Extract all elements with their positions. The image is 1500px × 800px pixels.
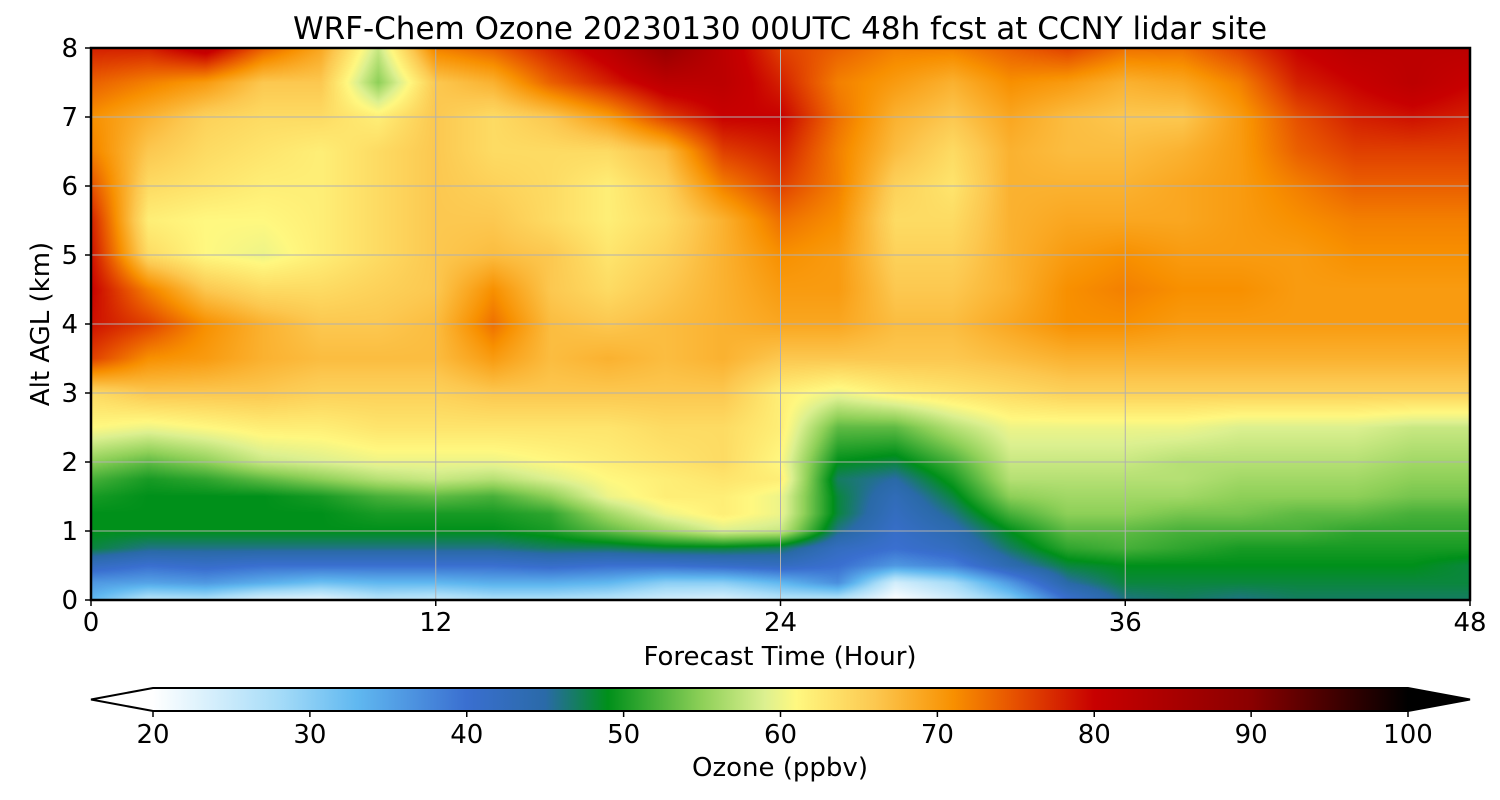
x-tick-label: 48 — [1453, 608, 1486, 638]
x-tick-label: 36 — [1109, 608, 1142, 638]
colorbar-tick-label: 50 — [607, 720, 640, 750]
colorbar-tick-label: 60 — [764, 720, 797, 750]
colorbar-tick-label: 90 — [1235, 720, 1268, 750]
y-tick-label: 1 — [61, 517, 78, 547]
colorbar-tick-label: 100 — [1383, 720, 1433, 750]
y-tick-label: 6 — [61, 172, 78, 202]
colorbar-label: Ozone (ppbv) — [692, 753, 868, 783]
colorbar-extend-high — [1408, 688, 1470, 711]
y-tick-label: 2 — [61, 448, 78, 478]
y-axis-label: Alt AGL (km) — [26, 242, 56, 406]
chart-title: WRF-Chem Ozone 20230130 00UTC 48h fcst a… — [293, 11, 1267, 47]
y-axis-ticks: 0 1 2 3 4 5 6 7 8 — [61, 34, 91, 616]
x-axis-label: Forecast Time (Hour) — [643, 642, 916, 672]
x-tick-label: 24 — [764, 608, 797, 638]
colorbar-tick-label: 40 — [450, 720, 483, 750]
y-tick-label: 7 — [61, 103, 78, 133]
colorbar-body — [153, 688, 1408, 711]
colorbar-ticks: 20 30 40 50 60 70 80 90 100 — [136, 711, 1433, 750]
colorbar-tick-label: 20 — [136, 720, 169, 750]
x-axis-ticks: 0 12 24 36 48 — [83, 600, 1487, 638]
colorbar-tick-label: 30 — [293, 720, 326, 750]
colorbar-extend-low — [91, 688, 153, 711]
plot-area — [89, 46, 1472, 602]
y-tick-label: 5 — [61, 241, 78, 271]
y-tick-label: 3 — [61, 379, 78, 409]
colorbar-tick-label: 70 — [921, 720, 954, 750]
y-tick-label: 0 — [61, 586, 78, 616]
y-tick-label: 4 — [61, 310, 78, 340]
x-tick-label: 12 — [419, 608, 452, 638]
y-tick-label: 8 — [61, 34, 78, 64]
colorbar-tick-label: 80 — [1078, 720, 1111, 750]
x-tick-label: 0 — [83, 608, 100, 638]
colorbar: 20 30 40 50 60 70 80 90 100 Ozone (ppbv) — [90, 687, 1471, 783]
